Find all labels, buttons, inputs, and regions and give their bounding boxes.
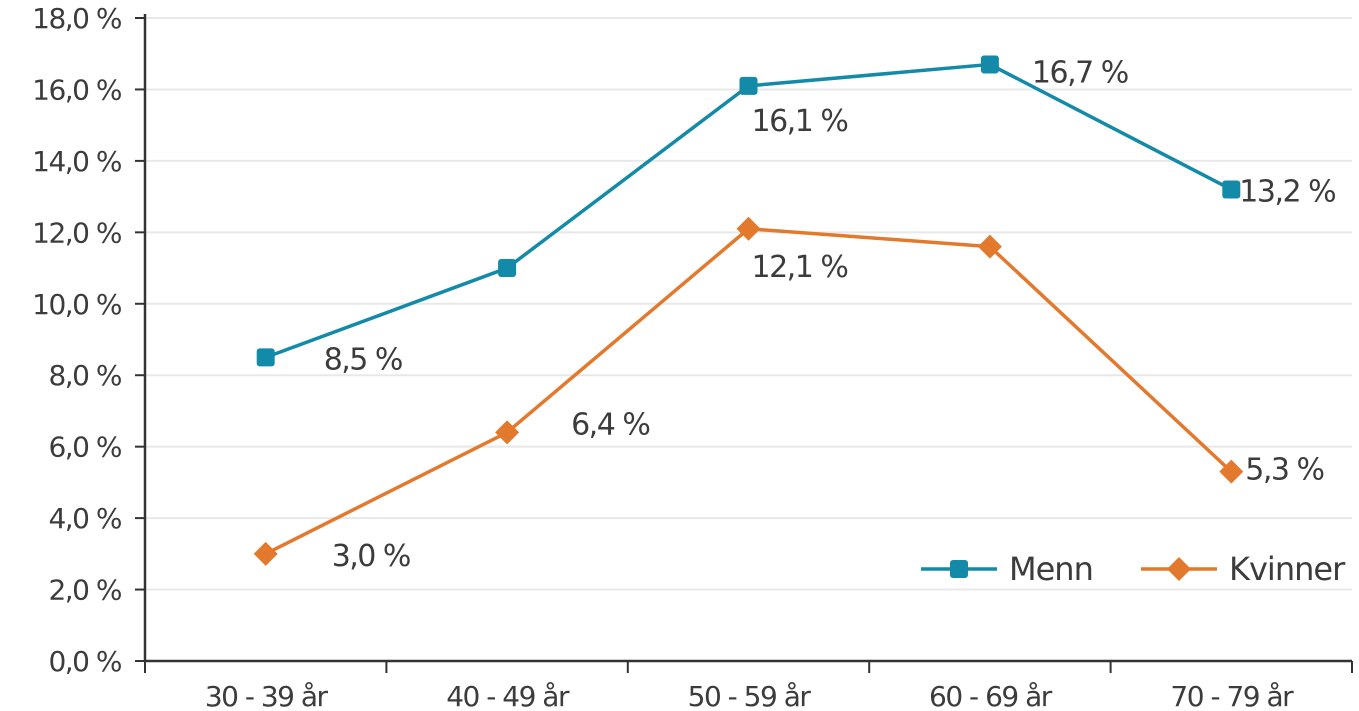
- x-tick-label: 30 - 39 år: [205, 680, 329, 711]
- legend-marker: [1167, 557, 1191, 581]
- data-label: 6,4 %: [571, 407, 649, 442]
- series-line-kvinner: [264, 227, 1233, 556]
- y-tick-label: 2,0 %: [48, 574, 121, 607]
- x-tick-label: 40 - 49 år: [446, 680, 570, 711]
- data-label: 13,2 %: [1239, 174, 1335, 209]
- data-point-menn: [256, 348, 275, 367]
- y-tick-label: 6,0 %: [48, 431, 121, 464]
- data-point-menn: [1222, 180, 1241, 199]
- legend-label-menn: Menn: [1009, 550, 1093, 588]
- legend-label-kvinner: Kvinner: [1229, 550, 1346, 588]
- y-tick-label: 4,0 %: [48, 502, 121, 535]
- data-label: 5,3 %: [1245, 453, 1323, 488]
- y-tick-label: 18,0 %: [32, 2, 122, 35]
- y-tick-label: 8,0 %: [48, 359, 121, 392]
- x-tick-label: 50 - 59 år: [688, 680, 812, 711]
- y-tick-label: 10,0 %: [32, 288, 122, 321]
- axes: [135, 14, 1353, 673]
- data-label: 12,1 %: [752, 250, 848, 285]
- data-point-kvinner: [1219, 459, 1244, 484]
- data-label: 16,1 %: [752, 104, 848, 139]
- data-label: 8,5 %: [324, 342, 402, 377]
- data-point-menn: [980, 55, 999, 74]
- y-tick-label: 16,0 %: [32, 73, 122, 106]
- data-label: 3,0 %: [332, 539, 410, 574]
- tick-labels: 0,0 % 2,0 % 4,0 % 6,0 % 8,0 % 10,0 % 12,0 % 14,…: [32, 2, 1296, 711]
- y-tick-label: 12,0 %: [32, 216, 122, 249]
- data-point-kvinner: [736, 216, 761, 241]
- series-group: [253, 55, 1244, 566]
- legend: Menn Kvinner: [921, 550, 1347, 588]
- series-line-menn: [265, 62, 1233, 360]
- data-point-kvinner: [495, 420, 520, 445]
- data-point-menn: [739, 76, 758, 95]
- y-tick-label: 0,0 %: [48, 645, 121, 678]
- data-point-menn: [498, 259, 517, 278]
- data-point-kvinner: [977, 234, 1002, 259]
- x-tick-label: 70 - 79 år: [1170, 680, 1294, 711]
- data-point-kvinner: [253, 541, 278, 566]
- data-labels: 8,5 % 16,1 % 16,7 % 13,2 % 3,0 % 6,4 % 12,1 % 5…: [324, 55, 1337, 574]
- gridlines: [145, 17, 1352, 591]
- x-tick-label: 60 - 69 år: [929, 680, 1053, 711]
- legend-marker: [950, 560, 968, 578]
- y-tick-label: 14,0 %: [32, 145, 122, 178]
- data-label: 16,7 %: [1032, 55, 1128, 90]
